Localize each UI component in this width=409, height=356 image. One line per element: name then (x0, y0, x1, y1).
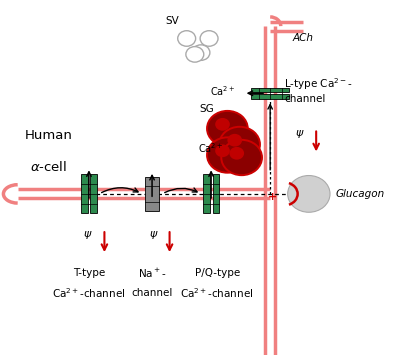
Text: T-type: T-type (73, 268, 105, 278)
Circle shape (207, 137, 247, 173)
Text: channel: channel (131, 288, 172, 298)
Circle shape (221, 140, 261, 175)
Text: ACh: ACh (292, 33, 313, 43)
FancyBboxPatch shape (90, 174, 97, 213)
Text: SG: SG (199, 104, 214, 114)
FancyBboxPatch shape (212, 174, 218, 213)
Text: Ca$^{2+}$: Ca$^{2+}$ (210, 85, 235, 98)
Text: SV: SV (165, 16, 179, 26)
FancyBboxPatch shape (250, 88, 289, 92)
Text: L-type Ca$^{2-}$-: L-type Ca$^{2-}$- (284, 77, 352, 92)
Circle shape (215, 145, 229, 157)
Text: $\psi$: $\psi$ (148, 229, 157, 241)
FancyBboxPatch shape (81, 174, 87, 213)
Text: P/Q-type: P/Q-type (194, 268, 239, 278)
Text: Na$^+$-: Na$^+$- (137, 267, 166, 280)
Text: +: + (267, 193, 276, 203)
FancyBboxPatch shape (144, 177, 159, 211)
Circle shape (229, 147, 243, 159)
Text: Human: Human (24, 129, 72, 142)
Text: Ca$^{2+}$-channel: Ca$^{2+}$-channel (180, 286, 253, 300)
Text: Ca$^{2+}$-channel: Ca$^{2+}$-channel (52, 286, 125, 300)
Circle shape (219, 127, 259, 162)
Text: Glucagon: Glucagon (335, 189, 384, 199)
Text: Ca$^{2+}$: Ca$^{2+}$ (198, 141, 223, 155)
FancyBboxPatch shape (250, 94, 289, 99)
FancyBboxPatch shape (203, 174, 209, 213)
Circle shape (200, 31, 218, 46)
Text: $\psi$: $\psi$ (294, 128, 304, 140)
Text: channel: channel (284, 94, 325, 104)
Circle shape (227, 134, 241, 147)
Circle shape (191, 45, 209, 61)
Circle shape (177, 31, 195, 46)
Text: $\psi$: $\psi$ (83, 229, 93, 241)
Circle shape (215, 118, 229, 131)
Text: $\alpha$-cell: $\alpha$-cell (29, 161, 67, 174)
Circle shape (207, 111, 247, 146)
Circle shape (287, 176, 329, 212)
Circle shape (185, 47, 203, 62)
